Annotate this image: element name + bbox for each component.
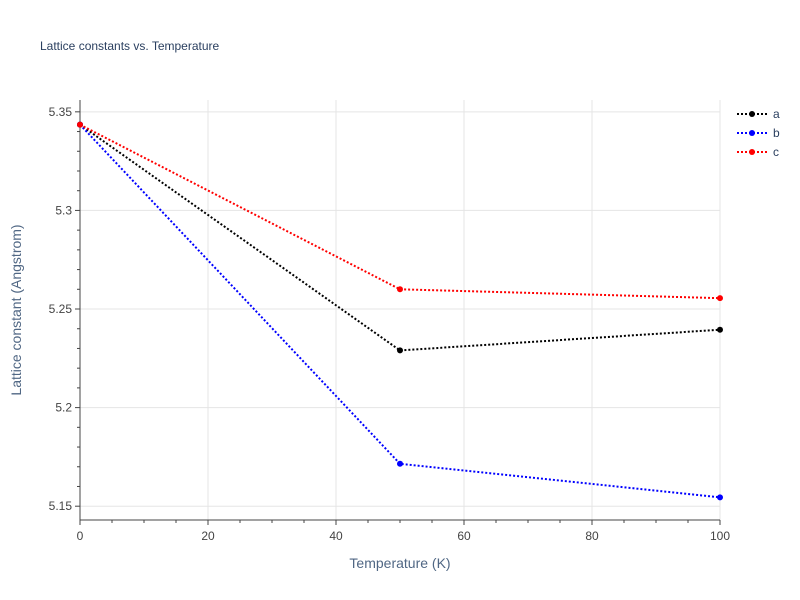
y-tick-label: 5.15 <box>49 499 73 513</box>
x-axis-title: Temperature (K) <box>349 555 450 571</box>
x-tick-label: 0 <box>77 529 84 543</box>
chart-title: Lattice constants vs. Temperature <box>40 39 220 53</box>
data-point-b <box>717 494 723 501</box>
series-line-a <box>79 123 721 352</box>
data-point-c <box>397 286 403 293</box>
x-tick-label: 60 <box>457 529 471 543</box>
legend-item-b[interactable]: b <box>737 126 780 140</box>
grid <box>80 100 721 520</box>
legend-marker-c <box>749 149 755 155</box>
y-tick-label: 5.3 <box>55 203 72 217</box>
data-point-a <box>397 347 403 354</box>
axes <box>75 100 721 525</box>
x-tick-label: 40 <box>329 529 343 543</box>
legend[interactable]: abc <box>737 107 780 159</box>
data-point-c <box>717 295 723 302</box>
x-tick-label: 100 <box>710 529 730 543</box>
data-point-b <box>397 460 403 467</box>
legend-label-c: c <box>773 145 779 159</box>
y-tick-label: 5.25 <box>49 302 73 316</box>
tick-labels: 0 20 40 60 80 100 5.15 5.2 5.25 5.3 5.35 <box>49 105 731 543</box>
plot-area <box>77 121 723 501</box>
data-point-c <box>77 121 83 128</box>
legend-label-b: b <box>773 126 780 140</box>
legend-item-c[interactable]: c <box>737 145 779 159</box>
y-tick-label: 5.35 <box>49 105 73 119</box>
legend-marker-b <box>749 130 755 136</box>
legend-item-a[interactable]: a <box>737 107 780 121</box>
series-line-c <box>79 123 721 300</box>
x-tick-label: 20 <box>201 529 215 543</box>
legend-label-a: a <box>773 107 780 121</box>
legend-marker-a <box>749 111 755 117</box>
data-point-a <box>717 326 723 333</box>
y-axis-title: Lattice constant (Angstrom) <box>8 224 24 395</box>
series-line-b <box>79 123 721 499</box>
y-tick-label: 5.2 <box>55 401 72 415</box>
x-tick-label: 80 <box>585 529 599 543</box>
